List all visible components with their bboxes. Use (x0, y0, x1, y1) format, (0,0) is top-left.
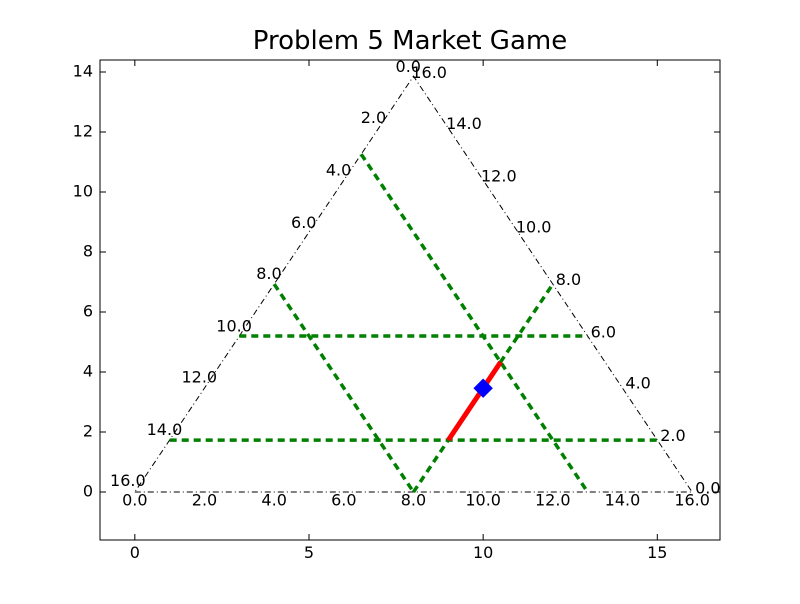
ternary-tick-label: 0.0 (695, 479, 720, 498)
y-tick-label: 0 (83, 482, 93, 501)
ternary-tick-label: 16.0 (674, 491, 710, 510)
ternary-tick-label: 10.0 (516, 218, 552, 237)
ternary-tick-label: 2.0 (660, 426, 685, 445)
ternary-tick-label: 4.0 (326, 161, 351, 180)
ternary-tick-label: 2.0 (192, 491, 217, 510)
ternary-tick-label: 4.0 (261, 491, 286, 510)
y-tick-label: 12 (73, 122, 93, 141)
constraint-line (359, 153, 590, 493)
ternary-tick-label: 6.0 (591, 323, 616, 342)
chart-marks (134, 75, 694, 493)
ternary-tick-label: 12.0 (481, 167, 517, 186)
ternary-tick-label: 0.0 (396, 57, 421, 76)
ternary-tick-label: 14.0 (605, 491, 641, 510)
chart-axes: 0 5 10 15 0 2 4 6 8 10 12 14 (73, 59, 721, 562)
ternary-tick-label: 14.0 (147, 420, 183, 439)
triangle-boundary-line (134, 75, 694, 493)
chart-annotations: 0.0 2.0 4.0 6.0 8.0 10.0 12.0 14.0 16.0 16.0 14.0 1… (110, 57, 720, 510)
y-tick-label: 6 (83, 302, 93, 321)
ternary-tick-label: 12.0 (535, 491, 571, 510)
ternary-tick-label: 2.0 (361, 108, 386, 127)
chart-title: Problem 5 Market Game (252, 26, 568, 56)
ternary-tick-label: 4.0 (625, 374, 650, 393)
ternary-tick-label: 10.0 (465, 491, 501, 510)
solution-point-marker (473, 378, 493, 398)
ternary-tick-label: 8.0 (556, 270, 581, 289)
ternary-tick-label: 6.0 (291, 213, 316, 232)
ternary-tick-label: 0.0 (122, 491, 147, 510)
x-tick-label: 10 (473, 543, 493, 562)
x-tick-label: 5 (304, 543, 314, 562)
plot-frame (99, 59, 721, 541)
y-tick-label: 8 (83, 242, 93, 261)
ternary-tick-label: 8.0 (401, 491, 426, 510)
ternary-tick-label: 10.0 (216, 317, 252, 336)
y-tick-label: 14 (73, 62, 93, 81)
ternary-tick-label: 8.0 (256, 264, 281, 283)
ternary-tick-label: 16.0 (110, 471, 146, 490)
y-tick-label: 2 (83, 422, 93, 441)
solution-segment-line (446, 360, 503, 442)
ternary-tick-label: 12.0 (181, 368, 217, 387)
ternary-tick-label: 14.0 (446, 114, 482, 133)
constraint-line (272, 283, 415, 493)
x-tick-label: 0 (130, 543, 140, 562)
ternary-tick-label: 16.0 (411, 63, 447, 82)
ternary-tick-label: 6.0 (331, 491, 356, 510)
y-tick-label: 4 (83, 362, 93, 381)
x-tick-label: 15 (647, 543, 667, 562)
y-tick-label: 10 (73, 182, 93, 201)
